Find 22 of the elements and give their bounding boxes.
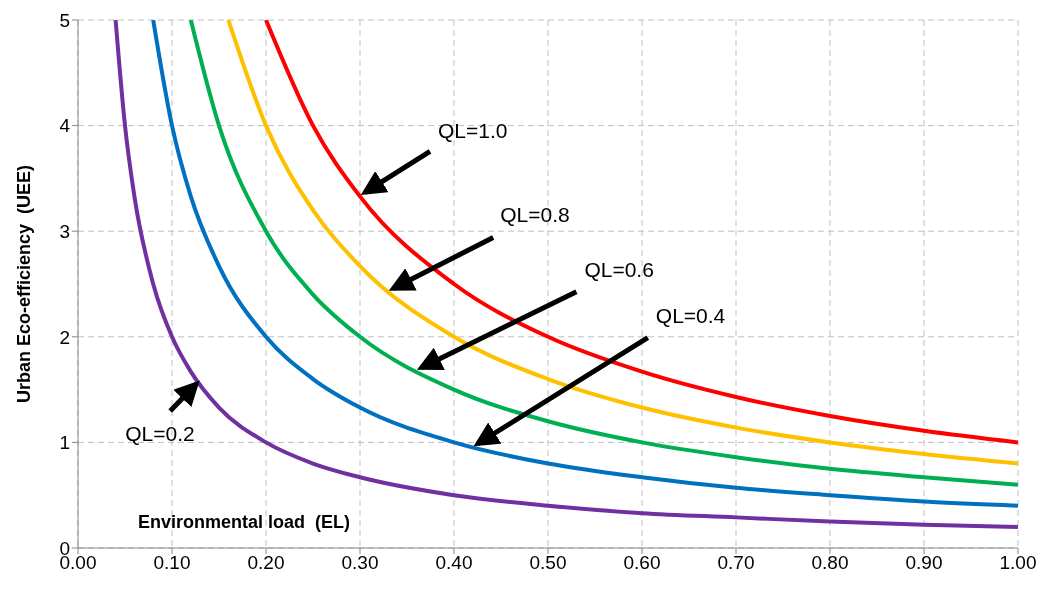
annotation: QL=1.0 — [438, 119, 508, 143]
y-tick-label: 3 — [59, 220, 70, 242]
y-tick-label: 2 — [59, 326, 70, 348]
annotation: QL=0.8 — [500, 203, 570, 227]
annotation: QL=0.6 — [584, 257, 654, 281]
x-tick-label: 0.60 — [623, 552, 661, 574]
y-tick-label: 5 — [59, 9, 70, 31]
y-axis-title: Urban Eco-efficiency (UEE) — [14, 164, 34, 404]
x-axis-title: Environmental load (EL) — [138, 512, 351, 532]
y-tick-label: 4 — [59, 115, 71, 137]
x-tick-label: 1.00 — [999, 552, 1037, 574]
x-tick-label: 0.50 — [529, 552, 567, 574]
x-tick-label: 0.30 — [341, 552, 379, 574]
x-tick-label: 0.70 — [717, 552, 755, 574]
annotation: QL=0.4 — [655, 303, 726, 327]
annotation: QL=0.2 — [125, 422, 195, 446]
x-tick-label: 0.20 — [247, 552, 285, 574]
x-tick-label: 0.80 — [811, 552, 849, 574]
x-tick-label: 0.10 — [153, 552, 191, 574]
y-tick-label: 1 — [59, 432, 70, 454]
x-tick-label: 0.90 — [905, 552, 943, 574]
x-tick-label: 0.40 — [435, 552, 473, 574]
